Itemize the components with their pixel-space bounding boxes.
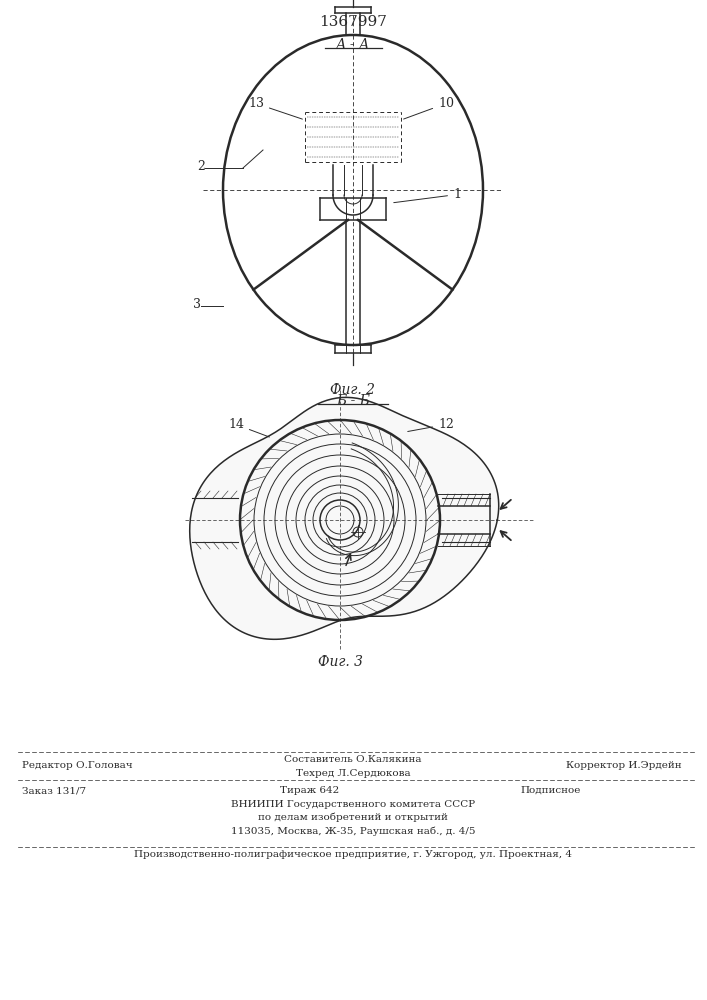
- Text: Фиг. 2: Фиг. 2: [330, 383, 375, 397]
- Text: А - А: А - А: [336, 38, 370, 52]
- Text: по делам изобретений и открытий: по делам изобретений и открытий: [258, 813, 448, 822]
- Text: 12: 12: [408, 418, 454, 431]
- Text: 10: 10: [404, 97, 454, 119]
- Text: 113035, Москва, Ж-35, Раушская наб., д. 4/5: 113035, Москва, Ж-35, Раушская наб., д. …: [230, 826, 475, 836]
- Text: Редактор О.Головач: Редактор О.Головач: [22, 762, 133, 770]
- Text: Заказ 131/7: Заказ 131/7: [22, 786, 86, 795]
- Text: Корректор И.Эрдейн: Корректор И.Эрдейн: [566, 762, 682, 770]
- Text: Фиг. 3: Фиг. 3: [317, 655, 363, 669]
- Text: 13: 13: [248, 97, 303, 119]
- Text: ВНИИПИ Государственного комитета СССР: ВНИИПИ Государственного комитета СССР: [231, 800, 475, 809]
- Text: 2: 2: [197, 160, 205, 173]
- Text: Тираж 642: Тираж 642: [281, 786, 339, 795]
- Polygon shape: [189, 397, 498, 639]
- Text: Подписное: Подписное: [520, 786, 580, 795]
- Text: Техред Л.Сердюкова: Техред Л.Сердюкова: [296, 768, 410, 778]
- Text: 1367997: 1367997: [319, 15, 387, 29]
- Text: Производственно-полиграфическое предприятие, г. Ужгород, ул. Проектная, 4: Производственно-полиграфическое предприя…: [134, 850, 572, 859]
- Text: 14: 14: [228, 418, 269, 437]
- Text: Б - Б: Б - Б: [336, 394, 370, 408]
- Text: Составитель О.Калякина: Составитель О.Калякина: [284, 754, 422, 764]
- Text: 1: 1: [394, 188, 461, 203]
- Text: 3: 3: [193, 298, 201, 311]
